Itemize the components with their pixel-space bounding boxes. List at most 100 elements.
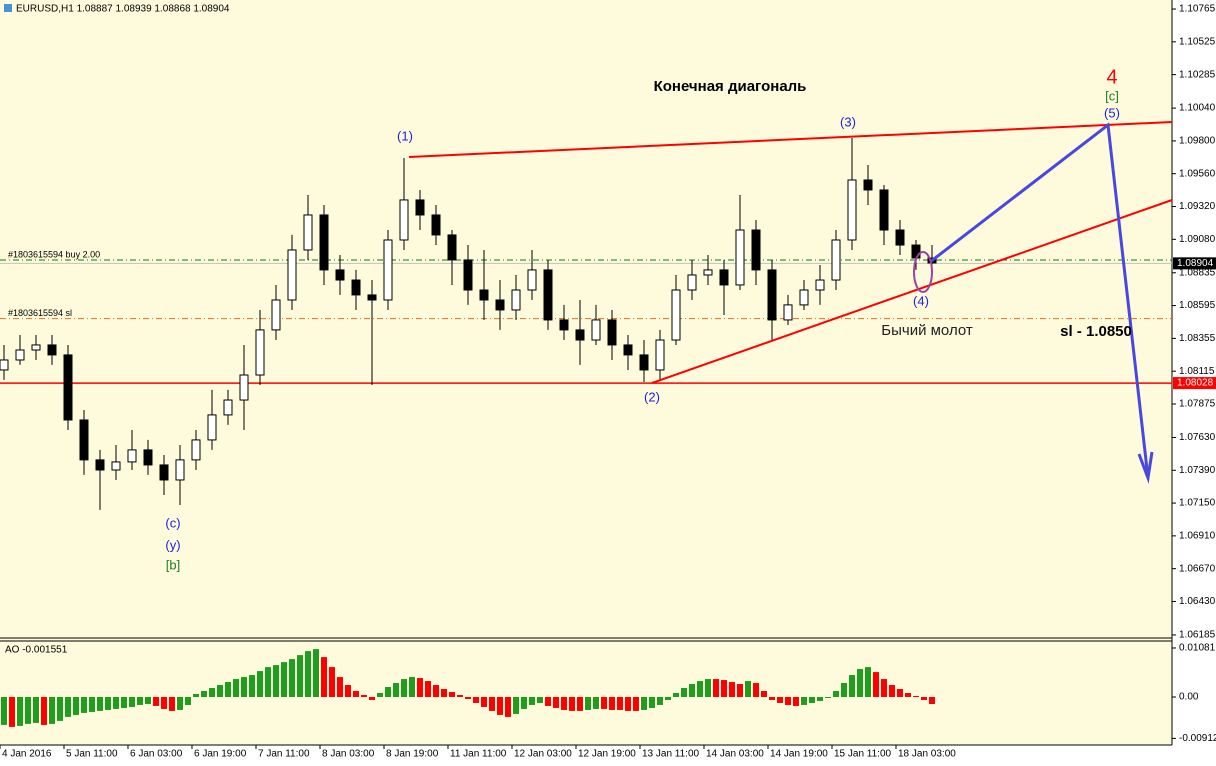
y-tick-label: 1.06910 (1179, 531, 1216, 542)
ao-bar (601, 696, 607, 709)
candle-body (207, 414, 217, 441)
candle-body (287, 249, 297, 301)
ao-bar (49, 696, 55, 724)
ao-bar (753, 683, 759, 697)
candle-body (335, 269, 345, 281)
candle-body (367, 294, 377, 301)
candle-body (111, 461, 121, 471)
x-tick-label: 18 Jan 03:00 (898, 749, 956, 760)
y-tick-label: 0.00 (1179, 692, 1199, 703)
y-tick-label: 0.01081 (1179, 643, 1216, 654)
wave-label: [c] (1105, 88, 1119, 103)
x-tick-label: 6 Jan 03:00 (130, 749, 183, 760)
wave-label: 4 (1106, 66, 1117, 88)
candle-body (431, 214, 441, 236)
candle-body (479, 289, 489, 301)
ao-bar (865, 667, 871, 697)
ao-bar (617, 696, 623, 710)
candle-body (831, 239, 841, 281)
y-tick-label: 1.08835 (1179, 267, 1216, 278)
y-tick-label: 1.09560 (1179, 168, 1216, 179)
candle-body (895, 229, 905, 246)
ao-bar (913, 695, 919, 697)
ao-bar (745, 681, 751, 697)
ao-bar (169, 696, 175, 711)
ao-bar (505, 696, 511, 717)
y-tick-label: 1.10285 (1179, 69, 1216, 80)
ao-bar (249, 675, 255, 697)
y-tick-label: 1.08355 (1179, 333, 1216, 344)
ao-bar (113, 696, 119, 709)
candle-body (399, 199, 409, 241)
ao-bar (689, 684, 695, 697)
candle-body (847, 179, 857, 241)
y-tick-label: 1.08595 (1179, 300, 1216, 311)
trendline (408, 121, 1173, 158)
candle-body (591, 319, 601, 341)
ao-bar (65, 696, 71, 717)
annotation: Бычий молот (881, 322, 973, 339)
ao-bar (273, 665, 279, 697)
ao-bar (193, 693, 199, 697)
ao-bar (401, 679, 407, 697)
x-tick-label: 11 Jan 11:00 (450, 749, 507, 760)
candle-body (495, 299, 505, 311)
wave-label: (c) (165, 515, 180, 530)
ao-bar (553, 696, 559, 708)
ao-bar (457, 694, 463, 697)
ao-bar (545, 696, 551, 706)
x-tick-label: 12 Jan 19:00 (578, 749, 636, 760)
ao-bar (921, 696, 927, 700)
ao-bar (817, 696, 823, 701)
candle-body (735, 229, 745, 286)
marks (0, 138, 1172, 727)
y-tick-label: 1.06430 (1179, 596, 1216, 607)
ao-bar (465, 696, 471, 699)
ao-bar (297, 655, 303, 697)
annotation: sl - 1.0850 (1060, 323, 1132, 340)
x-tick-label: 13 Jan 11:00 (642, 749, 700, 760)
ao-bar (809, 696, 815, 703)
candle-body (607, 319, 617, 346)
ao-bar (329, 667, 335, 697)
wave-label: (y) (165, 537, 180, 552)
x-tick-label: 12 Jan 03:00 (514, 749, 572, 760)
candle-body (303, 214, 313, 251)
ao-bar (369, 696, 375, 700)
ao-bar (673, 693, 679, 697)
ao-bar (529, 696, 535, 705)
candle-body (47, 344, 57, 356)
ao-bar (929, 696, 935, 705)
ao-bar (761, 691, 767, 697)
ao-bar (57, 696, 63, 721)
ao-bar (105, 696, 111, 710)
ao-bar (89, 696, 95, 712)
x-tick-label: 8 Jan 03:00 (322, 749, 375, 760)
ao-bar (841, 683, 847, 697)
ao-bar (321, 657, 327, 697)
ao-bar (697, 681, 703, 697)
ao-bar (889, 685, 895, 697)
ao-bar (849, 675, 855, 697)
trendline (651, 199, 1173, 384)
ao-bar (449, 692, 455, 697)
ao-bar (793, 696, 799, 706)
candle-body (351, 279, 361, 296)
ao-bar (393, 683, 399, 697)
wave-label: (5) (1104, 105, 1120, 120)
candle-body (703, 269, 713, 276)
ao-bar (657, 696, 663, 705)
candle-body (767, 269, 777, 321)
x-tick-label: 7 Jan 11:00 (258, 749, 310, 760)
ao-bar (281, 662, 287, 697)
ao-bar (209, 688, 215, 697)
y-tick-label: 1.07390 (1179, 465, 1216, 476)
order-label: #1803615594 buy 2.00 (8, 249, 100, 259)
x-tick-label: 6 Jan 19:00 (194, 749, 247, 760)
ao-bar (897, 689, 903, 697)
ao-bar (129, 696, 135, 707)
ao-bar (625, 696, 631, 711)
candle-body (143, 449, 153, 466)
y-tick-label: 1.07875 (1179, 399, 1216, 410)
candle-body (175, 459, 185, 481)
